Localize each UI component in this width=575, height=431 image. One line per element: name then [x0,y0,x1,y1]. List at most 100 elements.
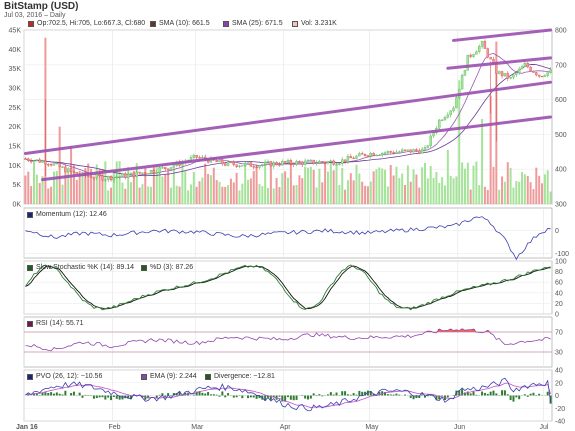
candle-body-156 [469,54,472,57]
legend-stoch-d-text: %D (3): 87.26 [150,264,194,271]
divergence-bar-29 [107,395,110,398]
volume-bar-179 [535,167,538,204]
candle-body-137 [415,149,418,151]
volume-bar-44 [150,186,153,204]
divergence-bar-81 [255,395,258,399]
volume-bar-110 [338,184,341,204]
divergence-bar-3 [32,393,35,396]
volume-bar-130 [395,166,398,204]
candle-body-88 [275,162,278,165]
volume-bar-116 [355,164,358,204]
divergence-bar-79 [249,395,252,398]
volume-bar-47 [158,166,161,204]
volume-bar-24 [92,178,95,204]
candle-body-141 [426,145,430,148]
candle-body-87 [272,162,275,167]
volume-bar-14 [64,166,67,204]
candle-body-82 [258,165,261,168]
x-tick-label-2: Mar [191,424,204,431]
y-left-tick-8: 40K [9,47,22,54]
candle-body-32 [115,176,118,178]
divergence-bar-6 [41,392,44,396]
volume-bar-4 [35,174,38,204]
y-left-tick-5: 25K [9,105,22,112]
volume-bar-127 [386,186,389,204]
divergence-bar-28 [104,395,107,400]
candle-body-132 [400,149,404,152]
divergence-bar-180 [538,393,541,396]
candle-body-41 [141,172,144,174]
candle-body-40 [138,171,141,174]
divergence-bar-126 [384,392,387,396]
volume-bar-109 [335,162,338,204]
volume-bar-129 [392,175,395,204]
x-tick-label-1: Feb [108,424,120,431]
legend-divergence-swatch [205,373,211,380]
volume-bar-157 [472,165,475,204]
volume-bar-173 [518,181,521,204]
divergence-bar-172 [515,395,518,398]
volume-bar-84 [264,161,267,204]
volume-bar-68 [218,181,221,204]
pvo-line [25,377,551,412]
volume-bar-22 [87,163,90,204]
divergence-bar-183 [546,391,549,396]
legend-stoch-d-swatch [141,264,147,271]
legend-ohlc: Op:702.5, Hi:705, Lo:667.3, Cl:680 [28,20,145,27]
chart-title: BitStamp (USD) [4,1,79,12]
candle-body-123 [375,154,378,157]
momentum-line [25,216,551,261]
candle-body-13 [61,166,64,168]
candle-body-37 [129,172,133,175]
divergence-bar-138 [418,395,421,398]
volume-bar-28 [104,161,107,204]
divergence-bar-107 [329,392,332,396]
volume-bar-89 [278,187,281,204]
divergence-bar-68 [218,395,221,397]
legend-pvo-swatch [27,373,33,380]
sto-tick-1: 20 [555,301,563,308]
divergence-bar-66 [212,394,215,396]
candle-body-67 [215,160,218,162]
volume-bar-3 [32,163,35,204]
divergence-bar-112 [344,391,347,396]
volume-bar-90 [281,173,284,204]
divergence-bar-171 [512,395,515,402]
candle-body-60 [195,155,198,158]
divergence-bar-113 [346,394,349,396]
volume-bar-101 [312,169,315,204]
y-left-tick-6: 30K [9,86,22,93]
volume-bar-20 [81,173,84,204]
legend-rsi-text: RSI (14): 55.71 [36,320,84,327]
volume-bar-9 [50,186,53,204]
candle-body-43 [146,173,150,175]
volume-bar-27 [101,169,104,204]
candle-body-129 [392,152,395,154]
volume-bar-182 [543,174,546,204]
volume-bar-121 [369,181,372,204]
panel-mom [23,207,553,259]
candle-body-146 [440,119,444,121]
divergence-bar-145 [438,395,441,400]
volume-bar-133 [404,185,407,204]
trendline-2 [452,28,553,42]
divergence-bar-131 [398,394,401,396]
volume-bar-152 [458,80,461,204]
volume-bar-63 [204,163,207,204]
volume-bar-55 [181,166,184,204]
y-right-tick-1: 400 [555,167,567,174]
candle-body-105 [323,161,327,164]
volume-bar-160 [481,118,484,204]
volume-bar-143 [432,177,435,204]
volume-bar-17 [72,164,75,204]
candle-body-99 [306,160,310,162]
candle-body-0 [24,158,27,160]
volume-bar-134 [406,165,409,204]
candle-body-22 [87,175,90,177]
volume-bar-170 [509,167,512,204]
volume-bar-85 [267,187,270,204]
sto-tick-0: 0 [555,312,559,319]
rsi-tick-1: 70 [555,330,563,337]
divergence-bar-154 [463,392,466,396]
candle-body-168 [503,73,507,77]
